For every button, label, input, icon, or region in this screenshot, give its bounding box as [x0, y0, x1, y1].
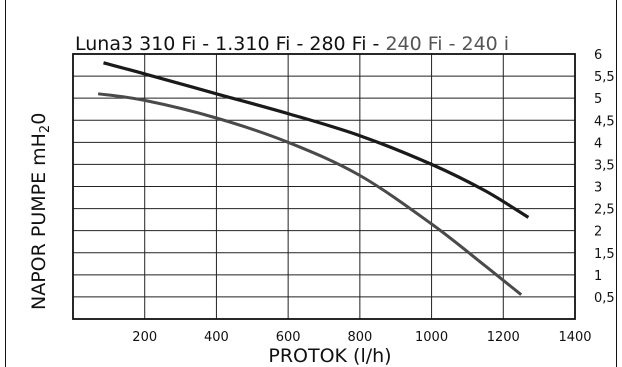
y-axis-label: NAPOR PUMPE mH20 [28, 113, 53, 310]
chart-frame [5, 0, 617, 367]
chart-title: Luna3 310 Fi - 1.310 Fi - 280 Fi - 240 F… [75, 33, 509, 55]
y-tick-label: 4,5 [594, 114, 615, 129]
series-layer [97, 61, 530, 296]
x-tick-label: 1400 [558, 330, 591, 345]
y-tick-label: 1 [594, 269, 602, 284]
chart-title-primary: Luna3 310 Fi - 1.310 Fi - 280 Fi - [75, 33, 385, 55]
y-tick-label: 3 [594, 181, 602, 196]
y-tick-label: 5,5 [594, 70, 615, 85]
series-line-2 [97, 92, 523, 296]
grid [73, 54, 575, 319]
x-axis-label: PROTOK (l/h) [268, 345, 391, 367]
y-tick-label: 0,5 [594, 291, 615, 306]
x-tick-labels: 200 400 600 800 1000 1200 1400 [132, 330, 591, 345]
series-line-1 [103, 61, 530, 219]
y-tick-label: 2,5 [594, 203, 615, 218]
y-tick-label: 1,5 [594, 247, 615, 262]
plot-area [72, 53, 576, 320]
x-tick-label: 1200 [487, 330, 520, 345]
x-tick-label: 600 [276, 330, 301, 345]
x-tick-label: 200 [132, 330, 157, 345]
x-tick-label: 1000 [415, 330, 448, 345]
x-tick-label: 800 [347, 330, 372, 345]
y-tick-label: 4 [594, 136, 602, 151]
x-tick-label: 400 [204, 330, 229, 345]
y-tick-labels: 0,5 1 1,5 2 2,5 3 3,5 4 4,5 5 5,5 6 [594, 48, 615, 306]
plot-border [72, 53, 576, 320]
y-axis-label-tail: 0 [28, 113, 50, 125]
chart-title-secondary: 240 Fi - 240 i [385, 33, 509, 55]
y-tick-label: 2 [594, 225, 602, 240]
y-axis-label-main: NAPOR PUMPE mH [28, 133, 50, 310]
y-tick-label: 6 [594, 48, 602, 63]
y-tick-label: 5 [594, 92, 602, 107]
y-axis-label-sub: 2 [38, 125, 53, 133]
y-tick-label: 3,5 [594, 158, 615, 173]
